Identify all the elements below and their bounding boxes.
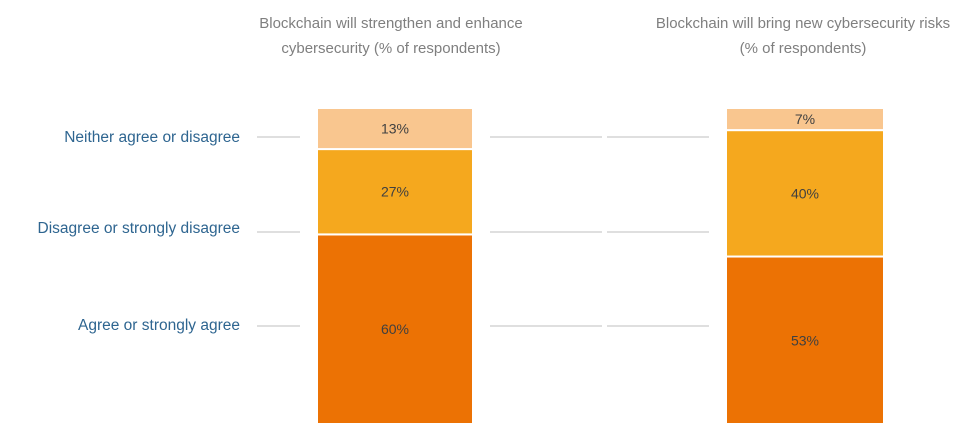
bar-segment-disagree-or-strongly-disagree-1: [316, 148, 474, 236]
data-label-disagree-or-strongly-disagree-1: 27%: [381, 184, 409, 200]
bar-segment-neither-agree-or-disagree-1: [316, 107, 474, 151]
bars: 60% 27% 13% 53% 40% 7%: [316, 107, 885, 424]
data-label-neither-agree-or-disagree-2: 7%: [795, 111, 815, 127]
column-title-2-line-2: (% of respondents): [740, 40, 867, 57]
data-label-disagree-or-strongly-disagree-2: 40%: [791, 185, 819, 201]
category-label-agree-or-strongly-agree: Agree or strongly agree: [78, 317, 240, 334]
leader-lines: [257, 136, 709, 327]
bar-segment-agree-or-strongly-agree-1: [316, 233, 474, 424]
column-title-2-line-1: Blockchain will bring new cybersecurity …: [656, 15, 950, 32]
data-label-neither-agree-or-disagree-1: 13%: [381, 121, 409, 137]
column-titles: Blockchain will strengthen and enhance cy…: [259, 15, 950, 57]
bar-segment-agree-or-strongly-agree-2: [725, 255, 885, 424]
data-label-agree-or-strongly-agree-1: 60%: [381, 321, 409, 337]
column-title-1-line-2: cybersecurity (% of respondents): [281, 40, 500, 57]
bar-segment-disagree-or-strongly-disagree-2: [725, 129, 885, 258]
bar-segment-neither-agree-or-disagree-2: [725, 107, 885, 132]
category-labels: Agree or strongly agree Disagree or stron…: [38, 129, 240, 334]
column-title-1-line-1: Blockchain will strengthen and enhance: [259, 15, 523, 32]
category-label-neither-agree-or-disagree: Neither agree or disagree: [64, 129, 240, 146]
data-label-agree-or-strongly-agree-2: 53%: [791, 332, 819, 348]
category-label-disagree-or-strongly-disagree: Disagree or strongly disagree: [38, 220, 240, 237]
